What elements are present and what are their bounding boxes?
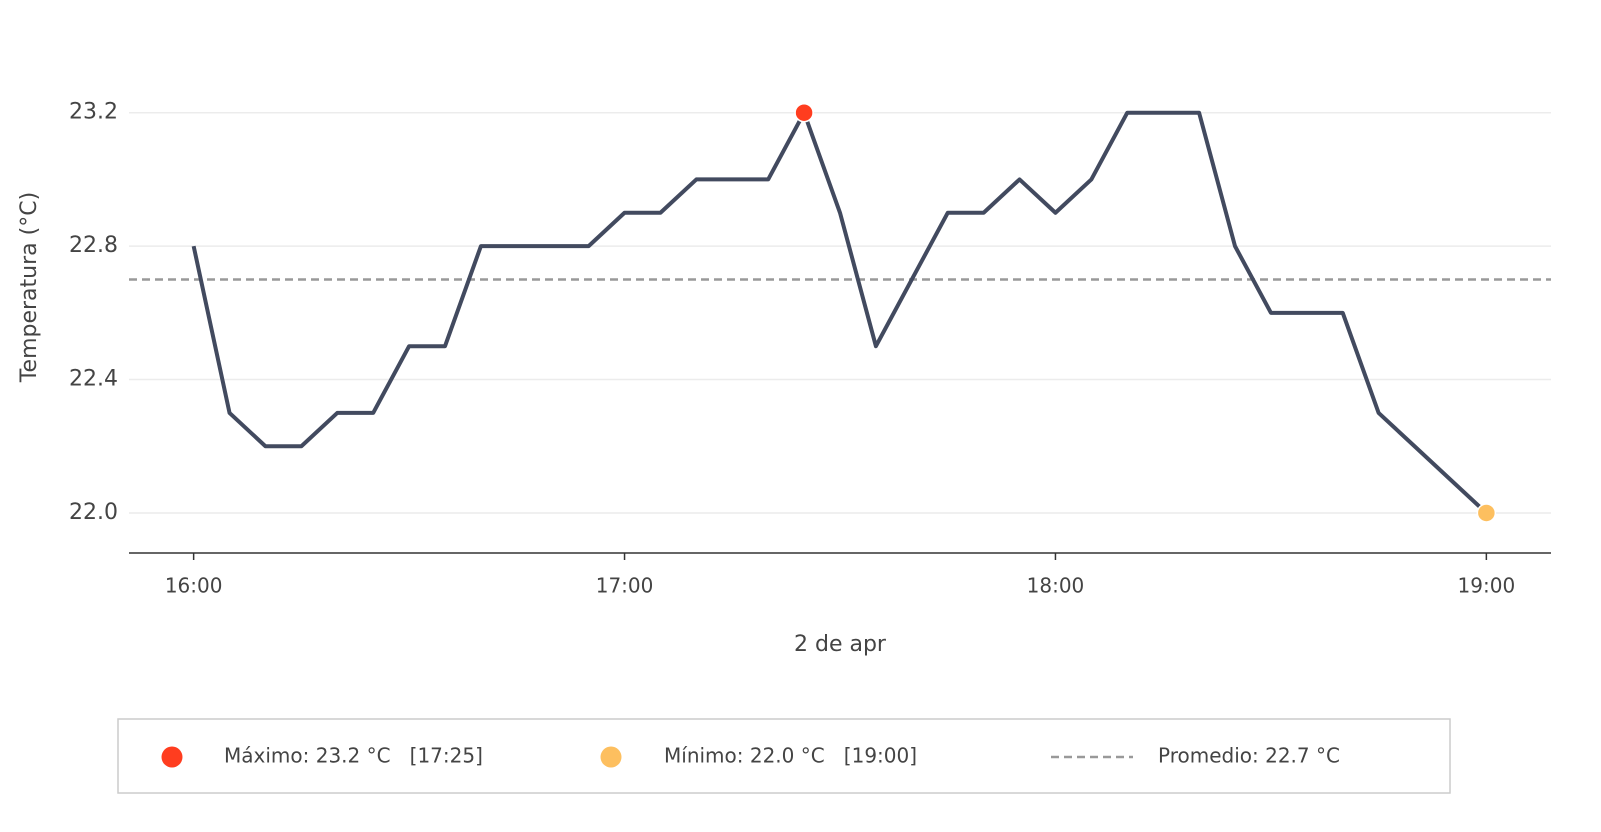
legend-max-label: Máximo: 23.2 °C [17:25] [224,744,483,768]
y-tick-label: 22.8 [69,233,118,258]
y-axis-label: Temperatura (°C) [17,192,42,383]
y-tick-label: 23.2 [69,100,118,125]
x-axis-label: 2 de apr [794,632,887,657]
y-tick-label: 22.0 [69,500,118,525]
x-tick-label: 17:00 [596,574,654,598]
legend-min-marker [600,746,622,768]
x-tick-label: 16:00 [165,574,223,598]
min-marker [1476,503,1497,523]
legend-max-marker [161,746,183,768]
y-tick-label: 22.4 [69,367,118,392]
x-tick-label: 18:00 [1027,574,1085,598]
legend-min-label: Mínimo: 22.0 °C [19:00] [664,744,917,768]
legend-box [117,718,1451,794]
max-marker [794,102,814,123]
line [191,110,1488,515]
x-tick-label: 19:00 [1458,574,1516,598]
legend-average-label: Promedio: 22.7 °C [1158,744,1340,768]
